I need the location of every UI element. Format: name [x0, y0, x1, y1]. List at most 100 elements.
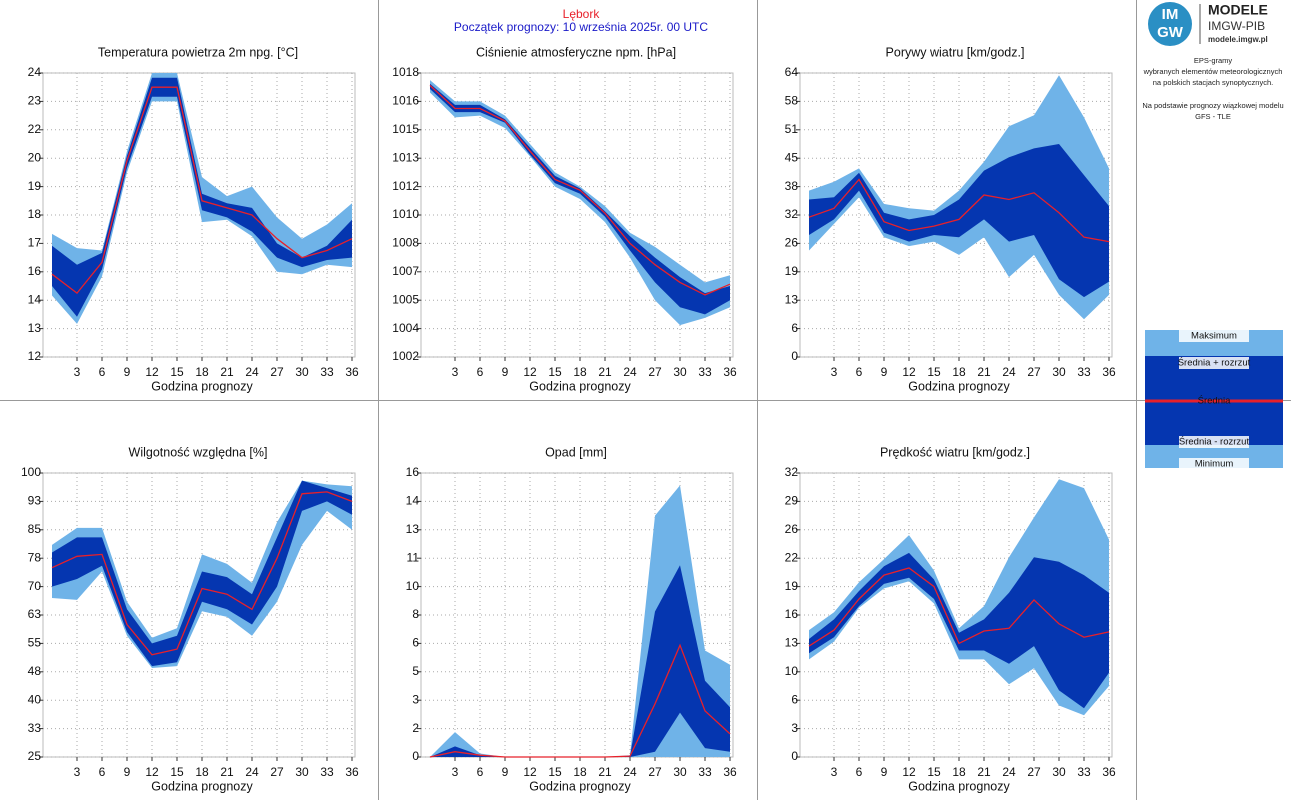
y-tick-label: 26	[785, 236, 799, 250]
x-tick-label: 36	[723, 365, 737, 379]
description: GFS - TLE	[1195, 112, 1231, 121]
x-tick-label: 6	[856, 765, 863, 779]
y-tick-label: 0	[412, 749, 419, 763]
description: Na podstawie prognozy wiązkowej modelu	[1142, 101, 1283, 110]
y-tick-label: 32	[785, 465, 799, 479]
y-tick-label: 55	[28, 636, 42, 650]
y-tick-label: 12	[28, 349, 42, 363]
legend-label-bg	[1179, 458, 1249, 470]
panel-title: Ciśnienie atmosferyczne npm. [hPa]	[476, 45, 676, 59]
description: EPS-gramy	[1194, 56, 1233, 65]
min-max-band	[809, 479, 1109, 716]
min-max-band	[809, 75, 1109, 320]
x-tick-label: 24	[623, 765, 637, 779]
x-tick-label: 24	[623, 365, 637, 379]
x-tick-label: 30	[673, 765, 687, 779]
x-tick-label: 36	[1102, 365, 1116, 379]
x-tick-label: 30	[673, 365, 687, 379]
y-tick-label: 25	[28, 749, 42, 763]
spread-band	[52, 480, 352, 667]
panel-title: Porywy wiatru [km/godz.]	[886, 45, 1025, 59]
x-axis-label: Godzina prognozy	[151, 379, 253, 393]
x-tick-label: 18	[952, 765, 966, 779]
legend-label: Średnia	[1198, 395, 1231, 407]
y-tick-label: 16	[406, 465, 420, 479]
x-tick-label: 15	[170, 765, 184, 779]
spread-band	[52, 77, 352, 317]
y-tick-label: 70	[28, 579, 42, 593]
y-tick-label: 1008	[392, 236, 419, 250]
x-tick-label: 3	[74, 765, 81, 779]
y-tick-label: 22	[785, 550, 799, 564]
y-tick-label: 1016	[392, 94, 419, 108]
x-tick-label: 30	[1052, 365, 1066, 379]
panel-title: Wilgotność względna [%]	[129, 445, 268, 459]
mean-line	[429, 84, 731, 296]
x-tick-label: 9	[124, 365, 131, 379]
x-tick-label: 3	[452, 365, 459, 379]
y-tick-label: 3	[412, 692, 419, 706]
x-tick-label: 27	[270, 765, 284, 779]
y-tick-label: 85	[28, 522, 42, 536]
y-tick-label: 1015	[392, 122, 419, 136]
y-tick-label: 16	[785, 607, 799, 621]
x-tick-label: 27	[1027, 365, 1041, 379]
x-tick-label: 18	[195, 365, 209, 379]
x-tick-label: 30	[295, 765, 309, 779]
y-tick-label: 0	[791, 749, 798, 763]
legend-label-bg	[1179, 357, 1249, 369]
y-tick-label: 23	[28, 94, 42, 108]
x-tick-label: 9	[502, 765, 509, 779]
x-tick-label: 27	[1027, 765, 1041, 779]
y-tick-label: 10	[406, 579, 420, 593]
y-tick-label: 6	[791, 692, 798, 706]
legend-label: Maksimum	[1191, 331, 1237, 342]
legend-label: Średnia - rozrzut	[1179, 436, 1250, 448]
y-tick-label: 93	[28, 494, 42, 508]
y-tick-label: 26	[785, 522, 799, 536]
y-tick-label: 58	[785, 94, 799, 108]
x-tick-label: 12	[145, 365, 159, 379]
x-tick-label: 36	[1102, 765, 1116, 779]
x-tick-label: 24	[1002, 765, 1016, 779]
x-tick-label: 21	[220, 365, 234, 379]
x-tick-label: 9	[502, 365, 509, 379]
y-tick-label: 64	[785, 65, 799, 79]
y-tick-label: 5	[412, 664, 419, 678]
y-tick-label: 19	[785, 264, 799, 278]
y-tick-label: 0	[791, 349, 798, 363]
x-tick-label: 18	[573, 365, 587, 379]
y-tick-label: 1004	[392, 321, 419, 335]
y-tick-label: 48	[28, 664, 42, 678]
y-tick-label: 100	[21, 465, 41, 479]
y-tick-label: 16	[28, 264, 42, 278]
y-tick-label: 14	[406, 494, 420, 508]
x-tick-label: 15	[548, 365, 562, 379]
x-tick-label: 12	[902, 765, 916, 779]
y-tick-label: 13	[28, 321, 42, 335]
y-tick-label: 6	[791, 321, 798, 335]
x-tick-label: 15	[927, 765, 941, 779]
y-tick-label: 40	[28, 692, 42, 706]
x-axis-label: Godzina prognozy	[529, 379, 631, 393]
description: wybranych elementów meteorologicznych	[1143, 67, 1283, 76]
y-tick-label: 14	[28, 292, 42, 306]
x-tick-label: 33	[698, 365, 712, 379]
y-tick-label: 24	[28, 65, 42, 79]
x-tick-label: 21	[598, 765, 612, 779]
x-tick-label: 9	[881, 765, 888, 779]
x-tick-label: 33	[320, 365, 334, 379]
x-tick-label: 33	[1077, 365, 1091, 379]
panel-title: Prędkość wiatru [km/godz.]	[880, 445, 1030, 459]
legend-label: Średnia + rozrzut	[1178, 357, 1251, 369]
x-tick-label: 12	[523, 765, 537, 779]
x-tick-label: 24	[1002, 365, 1016, 379]
x-tick-label: 27	[270, 365, 284, 379]
x-tick-label: 27	[648, 765, 662, 779]
x-tick-label: 6	[856, 365, 863, 379]
x-axis-label: Godzina prognozy	[908, 779, 1010, 793]
y-tick-label: 13	[406, 522, 420, 536]
logo-brand: MODELE	[1208, 2, 1268, 18]
x-tick-label: 18	[952, 365, 966, 379]
